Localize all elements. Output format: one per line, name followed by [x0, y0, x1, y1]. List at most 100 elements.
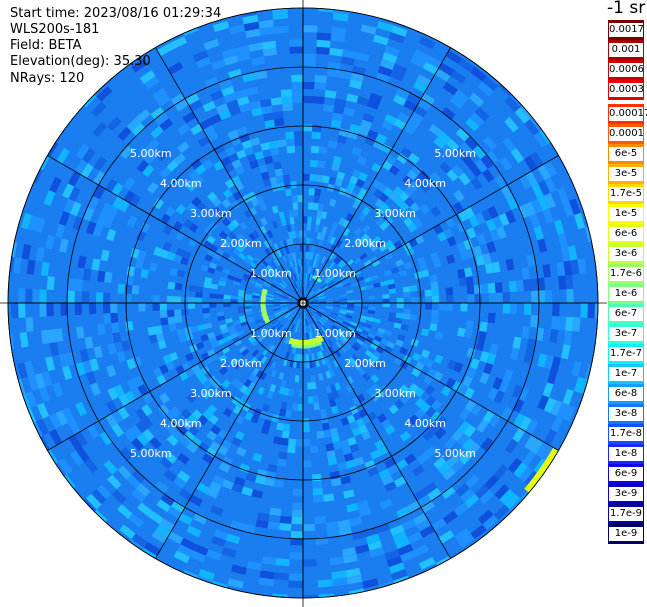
data-cell	[74, 431, 88, 447]
data-cell	[61, 225, 73, 241]
data-cell	[277, 285, 285, 291]
data-cell	[470, 415, 483, 429]
data-cell	[370, 353, 379, 363]
data-cell	[27, 374, 39, 392]
data-cell	[218, 280, 227, 287]
data-cell	[423, 111, 438, 125]
data-cell	[499, 156, 513, 171]
data-cell	[83, 458, 99, 474]
data-cell	[287, 445, 296, 454]
data-cell	[308, 309, 314, 316]
data-cell	[299, 237, 303, 245]
data-cell	[371, 339, 381, 347]
data-cell	[295, 280, 299, 288]
data-cell	[358, 375, 367, 385]
colorbar-cell: 1e-8	[607, 444, 645, 464]
data-cell	[138, 146, 152, 160]
data-cell	[321, 211, 328, 220]
data-cell	[315, 288, 322, 294]
data-cell	[446, 138, 460, 152]
data-cell	[35, 344, 46, 360]
data-cell	[388, 312, 397, 318]
data-cell	[474, 107, 490, 122]
data-cell	[298, 389, 303, 397]
data-cell	[307, 273, 311, 281]
data-cell	[119, 330, 129, 342]
data-cell	[338, 217, 346, 226]
data-cell	[393, 240, 403, 250]
data-cell	[396, 441, 409, 453]
data-cell	[445, 50, 463, 65]
data-cell	[462, 337, 471, 348]
echo-arc	[288, 334, 325, 346]
data-cell	[338, 70, 352, 80]
data-cell	[255, 519, 269, 529]
data-cell	[225, 339, 235, 347]
data-cell	[310, 307, 317, 313]
data-cell	[395, 339, 404, 347]
data-cell	[259, 26, 275, 36]
data-cell	[257, 335, 265, 343]
data-cell	[217, 429, 228, 440]
data-cell	[430, 251, 440, 261]
data-cell	[75, 143, 90, 160]
data-cell	[217, 338, 226, 346]
data-cell	[556, 402, 570, 419]
data-cell	[218, 462, 231, 473]
data-cell	[447, 412, 460, 425]
data-cell	[216, 212, 227, 222]
data-cell	[102, 292, 111, 303]
data-cell	[357, 230, 366, 239]
data-cell	[303, 287, 306, 295]
data-cell	[445, 217, 456, 229]
data-cell	[88, 303, 97, 315]
data-cell	[285, 286, 292, 293]
data-cell	[293, 209, 299, 217]
data-cell	[299, 272, 302, 281]
data-cell	[455, 221, 467, 234]
data-cell	[40, 261, 50, 277]
data-cell	[121, 112, 137, 127]
data-cell	[131, 469, 146, 484]
data-cell	[362, 224, 371, 234]
data-cell	[166, 159, 179, 172]
data-cell	[482, 514, 499, 530]
data-cell	[318, 280, 325, 287]
data-cell	[284, 312, 291, 318]
data-cell	[400, 147, 413, 159]
data-cell	[349, 516, 363, 527]
data-cell	[394, 196, 405, 207]
data-cell	[238, 315, 247, 320]
data-cell	[98, 126, 113, 142]
data-cell	[207, 266, 216, 275]
data-cell	[408, 135, 421, 147]
data-cell	[324, 310, 332, 314]
data-cell	[571, 360, 582, 377]
data-cell	[486, 322, 495, 334]
data-cell	[251, 249, 260, 257]
data-cell	[281, 280, 288, 287]
data-cell	[321, 226, 328, 234]
data-cell	[334, 350, 342, 358]
data-cell	[477, 509, 494, 525]
data-cell	[35, 246, 46, 262]
data-cell	[360, 309, 369, 314]
data-cell	[395, 506, 410, 519]
data-cell	[278, 372, 285, 380]
data-cell	[337, 259, 345, 267]
data-cell	[137, 384, 149, 396]
data-cell	[81, 477, 97, 494]
data-cell	[446, 303, 454, 311]
data-cell	[298, 280, 301, 288]
data-cell	[366, 99, 380, 110]
data-cell	[168, 323, 177, 332]
data-cell	[386, 278, 395, 285]
data-cell	[236, 149, 247, 160]
data-cell	[117, 465, 132, 480]
data-cell	[516, 303, 525, 315]
colorbar-label: 0.0006	[609, 63, 644, 77]
data-cell	[328, 133, 339, 142]
data-cell	[502, 303, 511, 314]
data-cell	[62, 438, 76, 455]
